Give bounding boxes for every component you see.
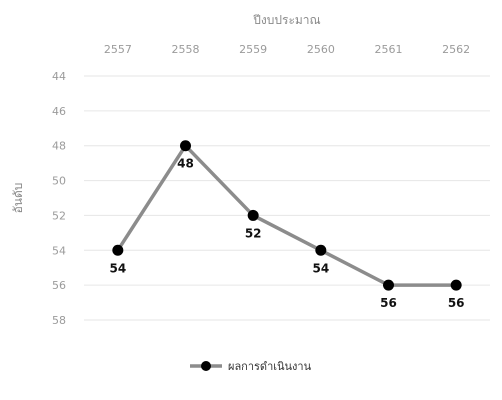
data-label: 54 [109,261,126,275]
data-label: 48 [177,157,194,171]
y-tick-label: 44 [52,70,66,83]
y-tick-label: 48 [52,140,66,153]
y-tick-label: 46 [52,105,66,118]
x-tick-label: 2560 [307,43,335,56]
x-tick-label: 2559 [239,43,267,56]
y-tick-label: 50 [52,175,66,188]
y-axis-title: อันดับ [11,183,25,214]
y-tick-label: 58 [52,314,66,327]
data-label: 56 [380,296,397,310]
y-tick-label: 54 [52,244,66,257]
x-axis-title: ปีงบประมาณ [253,13,321,27]
data-label: 56 [448,296,465,310]
x-tick-label: 2561 [375,43,403,56]
x-axis-ticks: 2557 2558 2559 2560 2561 2562 [104,43,470,56]
data-labels: 54 48 52 54 56 56 [109,157,464,310]
legend-marker-swatch [201,361,211,371]
y-axis-ticks: 44 46 48 50 52 54 56 58 [52,70,66,327]
data-point [450,279,462,291]
data-label: 52 [245,226,262,240]
legend: ผลการดำเนินงาน [190,360,312,373]
data-point [383,279,394,291]
data-point [247,209,259,221]
data-point [112,244,124,256]
y-tick-label: 52 [52,209,66,222]
data-point [315,244,327,256]
data-label: 54 [312,261,329,275]
x-tick-label: 2558 [172,43,200,56]
data-point [180,140,191,152]
series-line [116,143,457,287]
x-tick-label: 2557 [104,43,132,56]
gridlines [84,75,490,321]
y-tick-label: 56 [52,279,66,292]
series-performance [112,140,462,291]
x-tick-label: 2562 [442,43,470,56]
legend-label: ผลการดำเนินงาน [228,360,312,373]
